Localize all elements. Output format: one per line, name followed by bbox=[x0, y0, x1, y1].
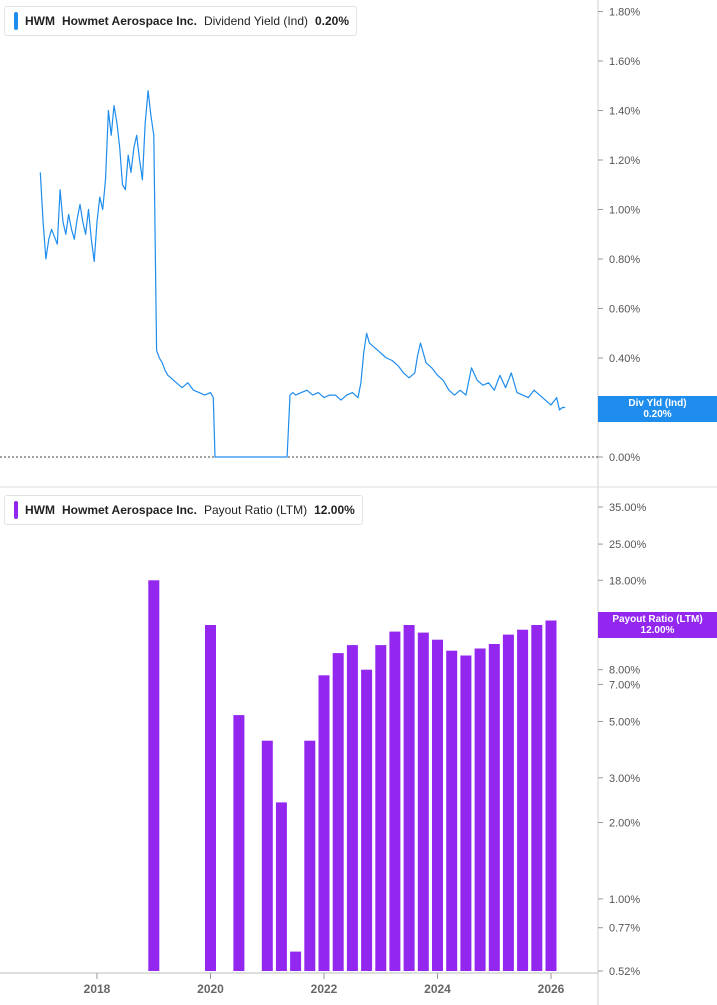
y-tick-label: 35.00% bbox=[609, 502, 647, 514]
y-tick-label: 0.00% bbox=[609, 452, 640, 464]
y-tick-label: 1.00% bbox=[609, 205, 640, 217]
payout-ratio-bar bbox=[474, 648, 486, 971]
x-tick-label: 2020 bbox=[197, 982, 224, 996]
x-axis: 2018 2020 2022 2024 2026 bbox=[0, 972, 598, 996]
payout-ratio-bar bbox=[375, 645, 387, 971]
x-tick-label: 2018 bbox=[84, 982, 111, 996]
y-tick-label: 18.00% bbox=[609, 575, 647, 587]
payout-ratio-bar bbox=[531, 625, 543, 971]
legend-company: Howmet Aerospace Inc. bbox=[62, 14, 197, 28]
y-tick-label: 8.00% bbox=[609, 665, 640, 677]
payout-ratio-bar bbox=[517, 629, 529, 971]
legend-metric: Dividend Yield (Ind) bbox=[203, 14, 308, 28]
y-tick-label: 25.00% bbox=[609, 539, 647, 551]
y-tick-label: 0.60% bbox=[609, 304, 640, 316]
payout-ratio-value-flag: Payout Ratio (LTM) 12.00% bbox=[598, 612, 717, 638]
payout-ratio-bar bbox=[545, 620, 557, 971]
legend-value: 0.20% bbox=[315, 14, 350, 28]
y-tick-label: 0.77% bbox=[609, 923, 640, 935]
dividend-yield-swatch bbox=[14, 12, 18, 30]
dividend-yield-line bbox=[39, 90, 566, 458]
legend-metric: Payout Ratio (LTM) bbox=[203, 503, 308, 517]
y-tick-label: 5.00% bbox=[609, 717, 640, 729]
payout-ratio-bar bbox=[275, 802, 287, 971]
legend-ticker: HWM bbox=[25, 503, 55, 517]
payout-ratio-bar bbox=[488, 644, 500, 971]
y-tick-label: 3.00% bbox=[609, 773, 640, 785]
dividend-yield-value-flag: Div Yld (Ind) 0.20% bbox=[598, 396, 717, 422]
x-tick-label: 2022 bbox=[311, 982, 338, 996]
y-tick-label: 1.60% bbox=[609, 56, 640, 68]
payout-ratio-bar bbox=[446, 650, 458, 971]
payout-ratio-bar bbox=[432, 639, 443, 971]
payout-ratio-bar bbox=[261, 740, 273, 971]
payout-ratio-bar bbox=[389, 631, 401, 971]
legend-ticker: HWM bbox=[25, 14, 55, 28]
flag-label: Payout Ratio (LTM) bbox=[612, 614, 703, 625]
payout-ratio-bar bbox=[290, 951, 302, 971]
payout-ratio-bar bbox=[318, 675, 330, 971]
payout-ratio-bar bbox=[361, 669, 373, 971]
payout-ratio-bar bbox=[205, 625, 216, 971]
y-tick-label: 1.20% bbox=[609, 155, 640, 167]
bottom-panel-axis: 35.00% 25.00% 18.00% 8.00% 7.00% 5.00% 3.00% 2.… bbox=[598, 502, 647, 978]
legend-company: Howmet Aerospace Inc. bbox=[62, 503, 197, 517]
legend-value: 12.00% bbox=[314, 503, 355, 517]
flag-label: Div Yld (Ind) bbox=[628, 398, 687, 409]
y-tick-label: 1.80% bbox=[609, 7, 640, 19]
payout-ratio-bar bbox=[233, 715, 245, 971]
y-tick-label: 0.40% bbox=[609, 353, 640, 365]
x-tick-label: 2026 bbox=[538, 982, 565, 996]
y-tick-label: 7.00% bbox=[609, 679, 640, 691]
payout-ratio-bar bbox=[332, 653, 344, 971]
payout-ratio-swatch bbox=[14, 501, 18, 519]
flag-value: 0.20% bbox=[643, 409, 672, 420]
dividend-yield-series bbox=[39, 90, 566, 458]
flag-value: 12.00% bbox=[640, 625, 675, 636]
payout-ratio-legend[interactable]: HWM Howmet Aerospace Inc. Payout Ratio (… bbox=[4, 495, 363, 525]
y-tick-label: 2.00% bbox=[609, 818, 640, 830]
payout-ratio-bar bbox=[403, 625, 415, 971]
payout-ratio-bar bbox=[502, 634, 514, 971]
y-tick-label: 1.00% bbox=[609, 894, 640, 906]
payout-ratio-bars bbox=[148, 580, 557, 971]
payout-ratio-bar bbox=[304, 740, 316, 971]
payout-ratio-bar bbox=[417, 632, 429, 971]
payout-ratio-bar bbox=[460, 655, 472, 971]
y-tick-label: 0.80% bbox=[609, 254, 640, 266]
dividend-yield-legend[interactable]: HWM Howmet Aerospace Inc. Dividend Yield… bbox=[4, 6, 358, 36]
y-tick-label: 0.52% bbox=[609, 966, 640, 978]
payout-ratio-bar bbox=[346, 645, 358, 971]
payout-ratio-bar bbox=[148, 580, 160, 971]
x-tick-label: 2024 bbox=[424, 982, 451, 996]
y-tick-label: 1.40% bbox=[609, 106, 640, 118]
